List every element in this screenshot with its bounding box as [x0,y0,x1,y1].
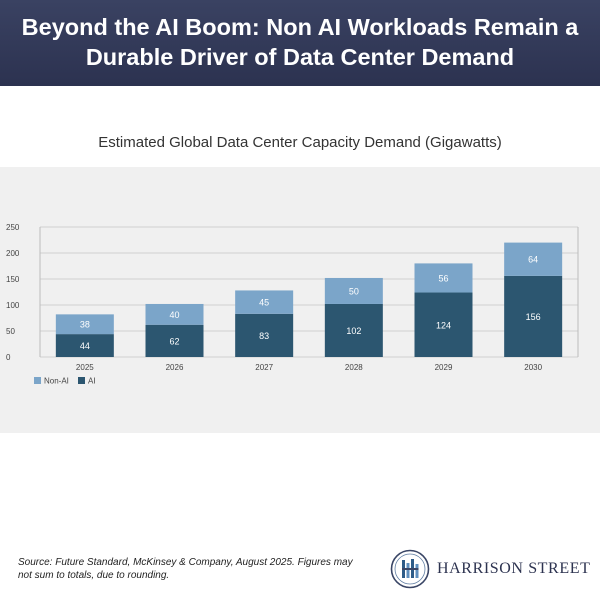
bar-ai-2029 [414,292,473,357]
y-tick-label: 250 [6,223,20,232]
data-label-ai: 156 [526,312,541,322]
bar-non-ai-2027 [235,290,294,314]
chart-panel [0,167,600,433]
source-note: Source: Future Standard, McKinsey & Comp… [18,556,378,582]
brand-name: HARRISON STREET [437,560,591,577]
x-tick-label: 2029 [435,363,453,372]
stacked-bar-chart: 0 50 100 150 200 250 44 38 2025 62 40 2026 83 45 2027 1… [6,223,579,386]
data-label-non-ai: 56 [438,273,448,283]
data-label-ai: 44 [80,341,90,351]
y-tick-label: 200 [6,249,20,258]
x-tick-label: 2030 [524,363,542,372]
page-title-line-1: Beyond the AI Boom: Non AI Workloads Rem… [21,14,579,40]
page-title: Beyond the AI Boom: Non AI Workloads Rem… [0,12,600,72]
legend-label-ai: AI [88,377,96,386]
bar-ai-2030 [504,275,563,357]
source-line-2: not sum to totals, due to rounding. [18,570,170,581]
data-label-ai: 83 [259,331,269,341]
x-tick-label: 2028 [345,363,363,372]
chart-title: Estimated Global Data Center Capacity De… [98,134,502,151]
data-label-non-ai: 50 [349,286,359,296]
bar-non-ai-2028 [324,277,383,304]
y-tick-label: 100 [6,301,20,310]
bar-non-ai-2025 [55,314,114,335]
x-tick-label: 2027 [255,363,273,372]
header-banner: Beyond the AI Boom: Non AI Workloads Rem… [0,0,600,86]
bar-non-ai-2026 [145,303,204,325]
page-title-line-2: Durable Driver of Data Center Demand [85,44,515,70]
legend-swatch-ai [78,377,85,384]
source-line-1: Source: Future Standard, McKinsey & Comp… [18,557,353,568]
harrison-street-logo-icon [390,549,430,589]
data-label-ai: 62 [169,336,179,346]
y-tick-label: 150 [6,275,20,284]
x-tick-label: 2026 [166,363,184,372]
data-label-non-ai: 40 [169,310,179,320]
bar-non-ai-2030 [504,242,563,276]
legend-label-non-ai: Non-AI [44,377,69,386]
data-label-non-ai: 64 [528,255,538,265]
legend-swatch-non-ai [34,377,41,384]
y-tick-label: 0 [6,353,11,362]
bar-ai-2028 [324,303,383,357]
data-label-ai: 124 [436,320,451,330]
data-label-non-ai: 38 [80,320,90,330]
bar-ai-2025 [55,334,114,357]
bar-ai-2027 [235,313,294,357]
bar-ai-2026 [145,324,204,357]
x-tick-label: 2025 [76,363,94,372]
data-label-non-ai: 45 [259,298,269,308]
data-label-ai: 102 [346,326,361,336]
bar-non-ai-2029 [414,263,473,293]
y-tick-label: 50 [6,327,15,336]
